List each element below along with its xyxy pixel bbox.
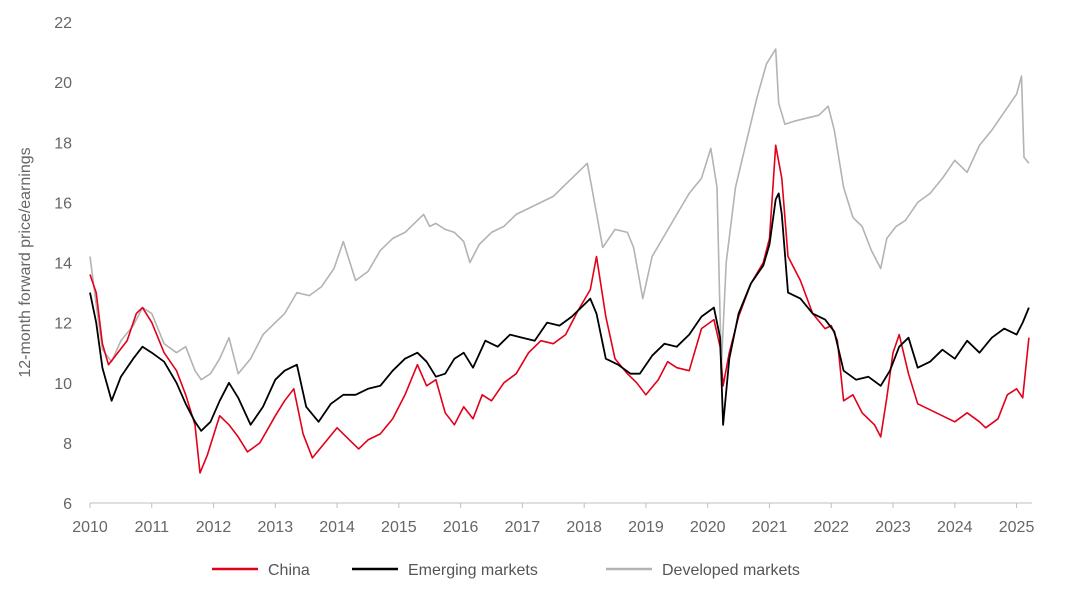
y-axis-title: 12-month forward price/earnings bbox=[17, 147, 34, 377]
series-line-emerging-markets bbox=[89, 192, 1030, 432]
x-tick-label: 2023 bbox=[875, 519, 911, 536]
y-tick-label: 20 bbox=[54, 75, 72, 92]
y-tick-label: 14 bbox=[54, 256, 72, 273]
x-tick-label: 2013 bbox=[258, 519, 294, 536]
series-line-china bbox=[89, 144, 1030, 474]
series-lines bbox=[89, 48, 1030, 474]
y-tick-label: 18 bbox=[54, 135, 72, 152]
x-tick-label: 2010 bbox=[72, 519, 108, 536]
x-tick-label: 2017 bbox=[505, 519, 541, 536]
x-tick-label: 2018 bbox=[566, 519, 602, 536]
legend-label: Emerging markets bbox=[408, 562, 538, 579]
series-line-developed-markets bbox=[89, 48, 1030, 381]
x-tick-label: 2020 bbox=[690, 519, 726, 536]
y-tick-label: 22 bbox=[54, 15, 72, 32]
x-axis-ticks: 2010 2011 2012 2013 2014 2015 2016 2017 2018 2019… bbox=[72, 503, 1034, 536]
legend-label: Developed markets bbox=[662, 562, 800, 579]
x-tick-label: 2016 bbox=[443, 519, 479, 536]
y-tick-label: 6 bbox=[63, 496, 72, 513]
x-tick-label: 2019 bbox=[628, 519, 664, 536]
x-tick-label: 2021 bbox=[752, 519, 788, 536]
legend-label: China bbox=[268, 562, 310, 579]
y-axis-ticks: 6 8 10 12 14 16 18 20 22 bbox=[54, 15, 72, 513]
x-tick-label: 2014 bbox=[319, 519, 355, 536]
y-tick-label: 12 bbox=[54, 316, 72, 333]
y-tick-label: 16 bbox=[54, 195, 72, 212]
x-tick-label: 2022 bbox=[813, 519, 849, 536]
x-tick-label: 2015 bbox=[381, 519, 417, 536]
x-tick-label: 2024 bbox=[937, 519, 973, 536]
x-tick-label: 2012 bbox=[196, 519, 232, 536]
legend: China Emerging markets Developed markets bbox=[212, 562, 800, 579]
x-tick-label: 2011 bbox=[135, 519, 170, 536]
x-tick-label: 2025 bbox=[999, 519, 1035, 536]
y-tick-label: 8 bbox=[63, 436, 72, 453]
y-tick-label: 10 bbox=[54, 376, 72, 393]
